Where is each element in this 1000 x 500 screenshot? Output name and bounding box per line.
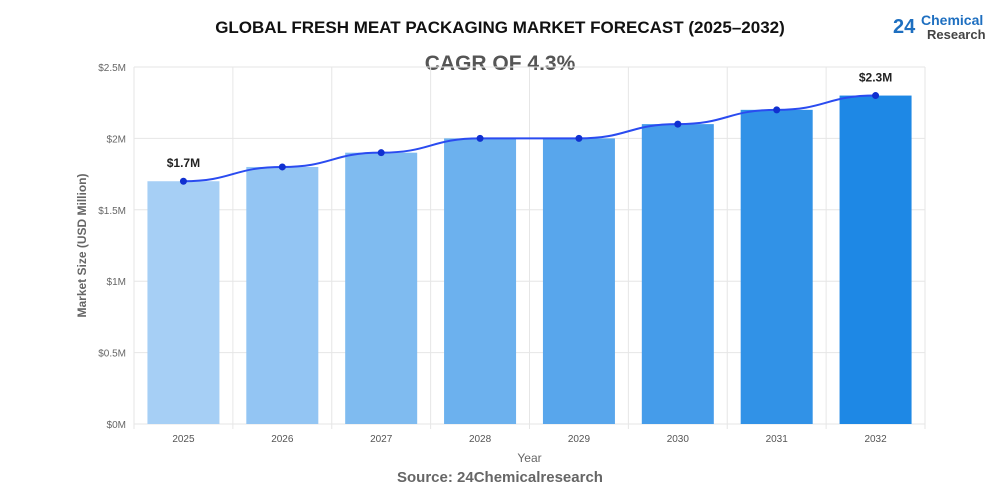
- x-tick-label: 2031: [766, 434, 789, 445]
- y-tick-label: $1.5M: [98, 206, 126, 217]
- bar: [444, 138, 517, 424]
- trend-point: [575, 134, 583, 142]
- x-tick-label: 2026: [271, 434, 294, 445]
- x-tick-label: 2027: [370, 434, 393, 445]
- bar: [641, 124, 714, 425]
- data-label: $1.7M: [167, 156, 200, 170]
- cagr-subtitle: CAGR OF 4.3%: [424, 52, 576, 75]
- logo-line2: Research: [927, 27, 986, 42]
- logo: 24 Chemical Research: [893, 12, 993, 42]
- trend-point: [377, 149, 385, 157]
- logo-number: 24: [893, 16, 916, 38]
- y-tick-label: $2M: [107, 134, 126, 145]
- bar: [345, 152, 418, 424]
- x-tick-label: 2028: [469, 434, 492, 445]
- bar: [740, 109, 813, 424]
- trend-line: [183, 94, 876, 183]
- bar: [839, 95, 912, 424]
- trend-point: [872, 92, 880, 100]
- y-tick-label: $2.5M: [98, 63, 126, 74]
- source-note: Source: 24Chemicalresearch: [397, 469, 603, 486]
- y-tick-label: $0.5M: [98, 349, 126, 360]
- x-tick-label: 2030: [667, 434, 690, 445]
- y-tick-label: $0M: [107, 420, 126, 431]
- trend-point: [674, 120, 682, 128]
- x-axis-title: Year: [517, 451, 541, 465]
- trend-point: [179, 177, 187, 185]
- chart-title: GLOBAL FRESH MEAT PACKAGING MARKET FOREC…: [215, 18, 785, 37]
- trend-point: [278, 163, 286, 171]
- x-tick-label: 2029: [568, 434, 591, 445]
- bar: [542, 138, 615, 424]
- trend-point: [476, 134, 484, 142]
- bar: [147, 181, 220, 424]
- y-tick-label: $1M: [107, 277, 126, 288]
- y-axis-title: Market Size (USD Million): [75, 173, 89, 317]
- x-tick-label: 2025: [172, 434, 195, 445]
- logo-line1: Chemical: [921, 12, 984, 28]
- data-label: $2.3M: [859, 71, 892, 85]
- trend-point: [773, 106, 781, 114]
- bar: [246, 166, 319, 424]
- x-tick-label: 2032: [864, 434, 887, 445]
